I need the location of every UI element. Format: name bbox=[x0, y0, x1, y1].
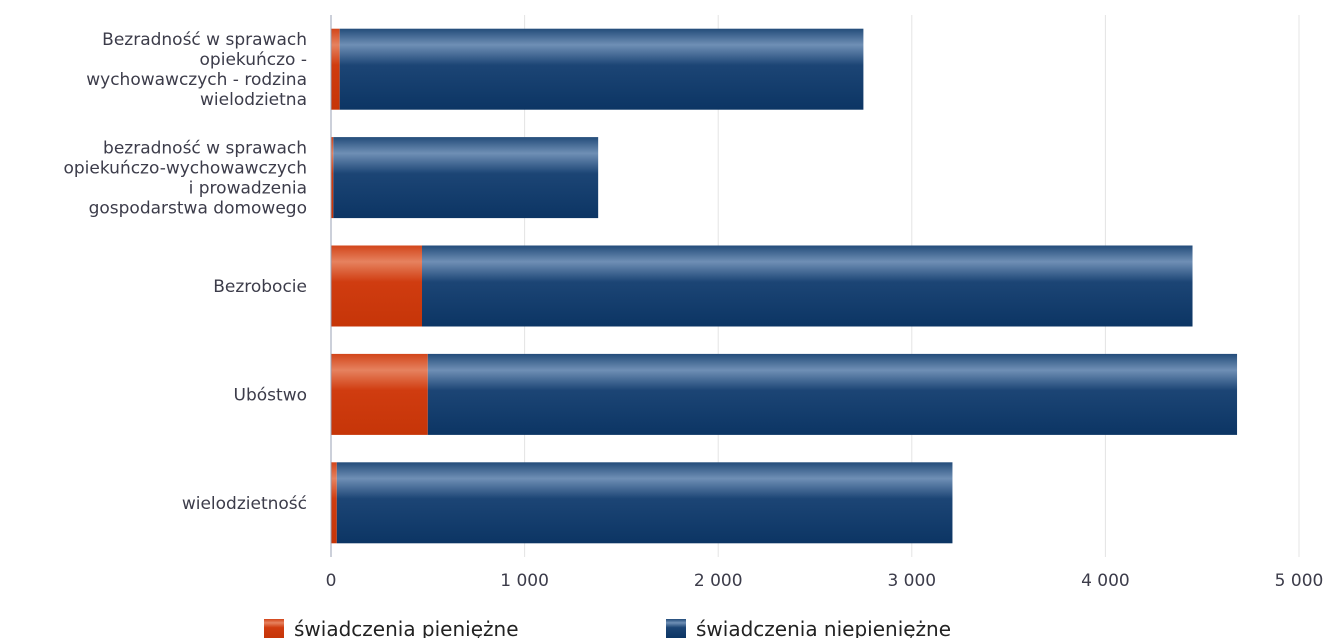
x-tick-label: 5 000 bbox=[1275, 571, 1324, 591]
x-tick-labels: 0 1 000 2 000 3 000 4 000 5 000 bbox=[326, 571, 1324, 591]
bars bbox=[331, 28, 1238, 544]
bar-niepieniezne bbox=[333, 137, 599, 219]
bar-pieniezne bbox=[331, 462, 337, 544]
x-tick-label: 1 000 bbox=[500, 571, 549, 591]
bar-pieniezne bbox=[331, 28, 340, 110]
category-label-line: wielodzietna bbox=[200, 90, 307, 110]
legend: świadczenia pieniężne świadczenia niepien… bbox=[264, 617, 951, 638]
bar-niepieniezne bbox=[427, 353, 1238, 435]
bar-niepieniezne bbox=[421, 245, 1193, 327]
category-label-line: Bezrobocie bbox=[213, 277, 307, 297]
bar-pieniezne bbox=[331, 137, 334, 219]
x-tick-label: 2 000 bbox=[694, 571, 743, 591]
legend-label: świadczenia pieniężne bbox=[294, 617, 519, 638]
category-label: wielodzietność bbox=[182, 494, 307, 514]
bar-niepieniezne bbox=[336, 462, 953, 544]
x-tick-label: 0 bbox=[326, 571, 337, 591]
legend-swatch bbox=[666, 619, 686, 638]
bar-pieniezne bbox=[331, 245, 422, 327]
legend-swatch bbox=[264, 619, 284, 638]
x-tick-label: 3 000 bbox=[887, 571, 936, 591]
bar-niepieniezne bbox=[339, 28, 864, 110]
x-tick-label: 4 000 bbox=[1081, 571, 1130, 591]
category-label: Bezradność w sprawach opiekuńczo -wychowa… bbox=[86, 30, 307, 110]
category-label-line: Bezradność w sprawach bbox=[102, 30, 307, 50]
category-label-line: Ubóstwo bbox=[234, 385, 307, 405]
category-label-line: gospodarstwa domowego bbox=[89, 199, 307, 219]
category-label: Bezrobocie bbox=[213, 277, 307, 297]
category-labels: Bezradność w sprawach opiekuńczo -wychowa… bbox=[63, 30, 307, 514]
category-label-line: wychowawczych - rodzina bbox=[86, 70, 307, 90]
category-label: Ubóstwo bbox=[234, 385, 307, 405]
category-label-line: bezradność w sprawach bbox=[103, 139, 307, 159]
category-label-line: wielodzietność bbox=[182, 494, 307, 514]
bar-pieniezne bbox=[331, 353, 428, 435]
legend-label: świadczenia niepieniężne bbox=[696, 617, 951, 638]
category-label-line: opiekuńczo-wychowawczych bbox=[63, 159, 307, 179]
category-label-line: opiekuńczo - bbox=[200, 50, 307, 70]
category-label: bezradność w sprawach opiekuńczo-wychowaw… bbox=[63, 139, 307, 219]
category-label-line: i prowadzenia bbox=[189, 179, 307, 199]
